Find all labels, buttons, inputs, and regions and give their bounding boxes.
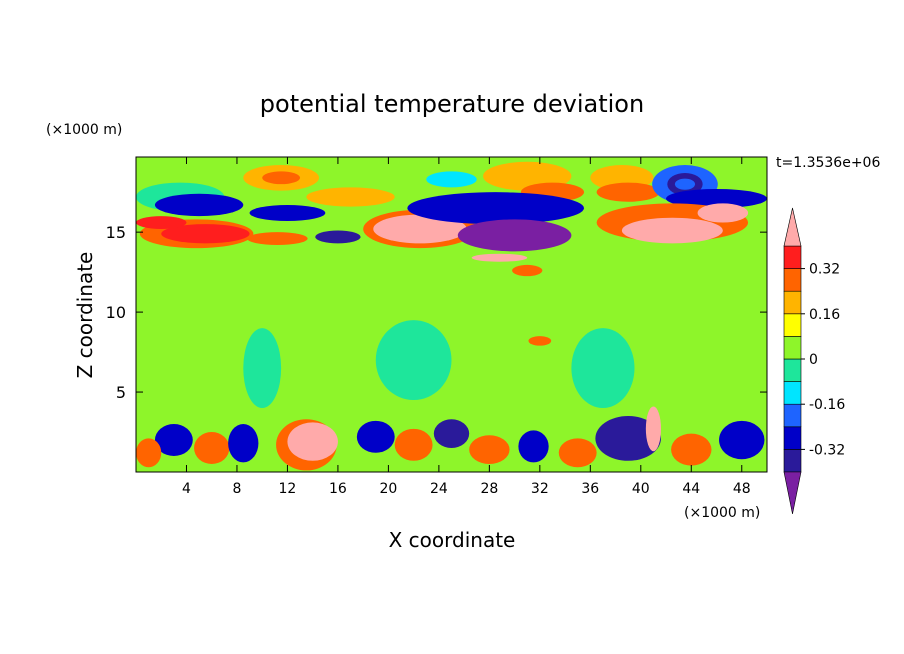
time-label: t=1.3536e+06	[776, 155, 880, 171]
heatmap-cell	[433, 419, 470, 449]
x-tick-label: 12	[279, 481, 297, 497]
x-axis-label: X coordinate	[389, 528, 516, 552]
heatmap-cell	[512, 264, 543, 277]
colorbar-band	[783, 358, 802, 382]
x-tick-label: 20	[379, 481, 397, 497]
heatmap-cell	[243, 328, 282, 409]
heatmap-field	[136, 157, 767, 472]
heatmap-cell	[666, 188, 767, 209]
colorbar: 0.32 0.16 0 -0.16 -0.32	[783, 207, 845, 515]
plot-frame	[135, 156, 768, 473]
heatmap-cell	[249, 204, 326, 221]
colorbar-band	[783, 449, 802, 473]
heatmap-cell	[528, 336, 552, 346]
colorbar-band	[783, 290, 802, 315]
x-tick-label: 8	[232, 481, 241, 497]
colorbar-band	[783, 336, 802, 360]
heatmap-cell	[136, 438, 162, 468]
heatmap-cell	[471, 253, 528, 262]
y-unit-label: (×1000 m)	[46, 122, 122, 138]
heatmap-cell	[558, 438, 597, 468]
x-tick-label: 4	[182, 481, 191, 497]
heatmap-cell	[469, 435, 510, 465]
heatmap-cell	[671, 433, 712, 466]
colorbar-band	[783, 403, 802, 428]
colorbar-label: 0.16	[809, 307, 840, 323]
heatmap-cell	[247, 232, 308, 245]
x-tick-label: 32	[531, 481, 549, 497]
heatmap-cell	[194, 432, 230, 465]
x-tick-label: 24	[430, 481, 448, 497]
colorbar-extend-max	[783, 207, 802, 247]
colorbar-band	[783, 245, 802, 269]
heatmap-cell	[719, 420, 765, 460]
colorbar-label: 0	[809, 352, 818, 368]
heatmap-cell	[375, 320, 452, 401]
heatmap-cell	[674, 178, 696, 190]
colorbar-band	[783, 313, 802, 337]
heatmap-cell	[697, 203, 749, 223]
heatmap-cell	[394, 428, 433, 461]
colorbar-extend-min	[783, 471, 802, 515]
y-tick-label: 5	[116, 383, 126, 402]
heatmap-cell	[287, 422, 338, 461]
chart-title: potential temperature deviation	[260, 90, 644, 118]
heatmap-cell	[228, 424, 259, 463]
heatmap-cell	[457, 219, 572, 252]
heatmap-cell	[518, 430, 549, 463]
colorbar-band	[783, 268, 802, 292]
colorbar-band	[783, 381, 802, 405]
x-unit-label: (×1000 m)	[684, 505, 760, 521]
heatmap-cell	[136, 216, 187, 229]
heatmap-cell	[262, 171, 301, 185]
x-tick-label: 40	[632, 481, 650, 497]
heatmap-cell	[621, 217, 723, 244]
y-tick-label: 15	[106, 223, 126, 242]
heatmap-cell	[154, 424, 193, 457]
colorbar-band	[783, 426, 802, 450]
x-tick-label: 36	[581, 481, 599, 497]
heatmap-cell	[154, 193, 244, 217]
x-tick-label: 48	[733, 481, 751, 497]
y-tick-label: 10	[106, 303, 126, 322]
x-axis-ticks: 4 8 12 16 20 24 28 32 36 40 44 48	[182, 157, 751, 497]
heatmap-cell	[426, 171, 477, 188]
heatmap-cell	[356, 420, 395, 453]
x-tick-label: 44	[682, 481, 700, 497]
heatmap-cell	[645, 406, 661, 452]
heatmap-cell	[315, 230, 361, 244]
heatmap-cell	[596, 182, 660, 202]
x-tick-label: 28	[480, 481, 498, 497]
colorbar-label: -0.16	[809, 397, 845, 413]
heatmap-cell	[161, 224, 250, 244]
heatmap-cell	[571, 328, 635, 409]
heatmap-cell	[373, 214, 467, 244]
heatmap-cell	[306, 187, 395, 207]
heatmap-cell	[595, 416, 661, 461]
heatmap-cell	[407, 192, 585, 225]
colorbar-label: 0.32	[809, 262, 840, 278]
x-tick-label: 16	[329, 481, 347, 497]
y-axis-ticks: 5 10 15	[106, 223, 767, 402]
y-axis-label: Z coordinate	[73, 252, 97, 379]
colorbar-label: -0.32	[809, 442, 845, 458]
